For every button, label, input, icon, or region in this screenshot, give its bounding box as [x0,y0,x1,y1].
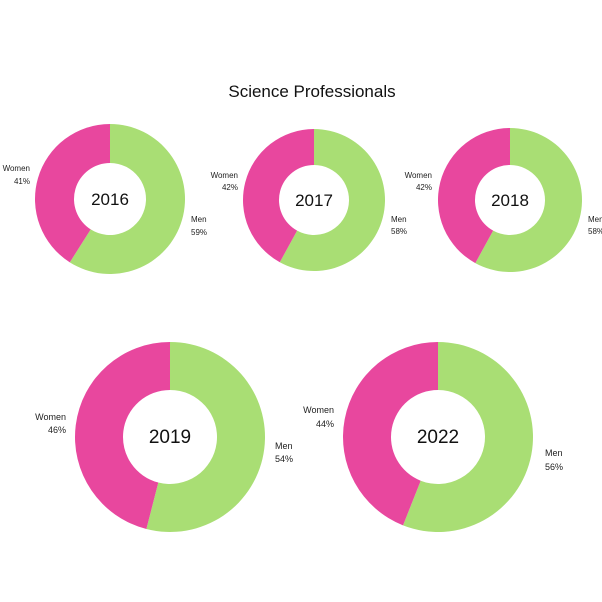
donut-chart-2022: 2022 Women 44% Men 56% [303,342,563,532]
slice-women-2019 [75,342,170,530]
women-series-label-2016: Women [3,164,30,173]
men-series-label-2016: Men [191,215,207,224]
women-series-label-2017: Women [211,171,238,180]
men-series-label-2018: Men [588,215,602,224]
year-label-2017: 2017 [295,191,333,210]
slice-men-2019 [146,342,266,532]
women-series-label-2018: Women [405,171,432,180]
women-series-label-2019: Women [35,412,66,422]
men-percent-label-2017: 58% [391,227,407,236]
slice-men-2017 [279,129,385,271]
slice-women-2018 [438,128,510,264]
men-percent-label-2022: 56% [545,462,563,472]
women-percent-label-2022: 44% [316,419,334,429]
chart-title: Science Professionals [228,82,395,101]
year-label-2018: 2018 [491,191,529,210]
donut-chart-2016: 2016 Women 41% Men 59% [3,124,207,274]
women-series-label-2022: Women [303,405,334,415]
women-percent-label-2019: 46% [48,425,66,435]
year-label-2016: 2016 [91,190,129,209]
donut-chart-2017: 2017 Women 42% Men 58% [211,129,407,271]
slice-women-2022 [342,342,438,526]
slice-women-2017 [243,129,314,263]
men-percent-label-2018: 58% [588,227,602,236]
slice-men-2018 [475,128,583,272]
donut-chart-2019: 2019 Women 46% Men 54% [35,342,293,532]
donut-chart-2018: 2018 Women 42% Men 58% [405,128,602,272]
women-percent-label-2018: 42% [416,183,432,192]
men-series-label-2019: Men [275,441,293,451]
slice-men-2016 [69,124,186,274]
men-percent-label-2016: 59% [191,228,207,237]
men-series-label-2017: Men [391,215,407,224]
men-series-label-2022: Men [545,448,563,458]
women-percent-label-2017: 42% [222,183,238,192]
slice-men-2022 [403,342,533,532]
women-percent-label-2016: 41% [14,177,30,186]
year-label-2022: 2022 [417,427,459,448]
men-percent-label-2019: 54% [275,454,293,464]
year-label-2019: 2019 [149,427,191,448]
slice-women-2016 [35,124,110,263]
